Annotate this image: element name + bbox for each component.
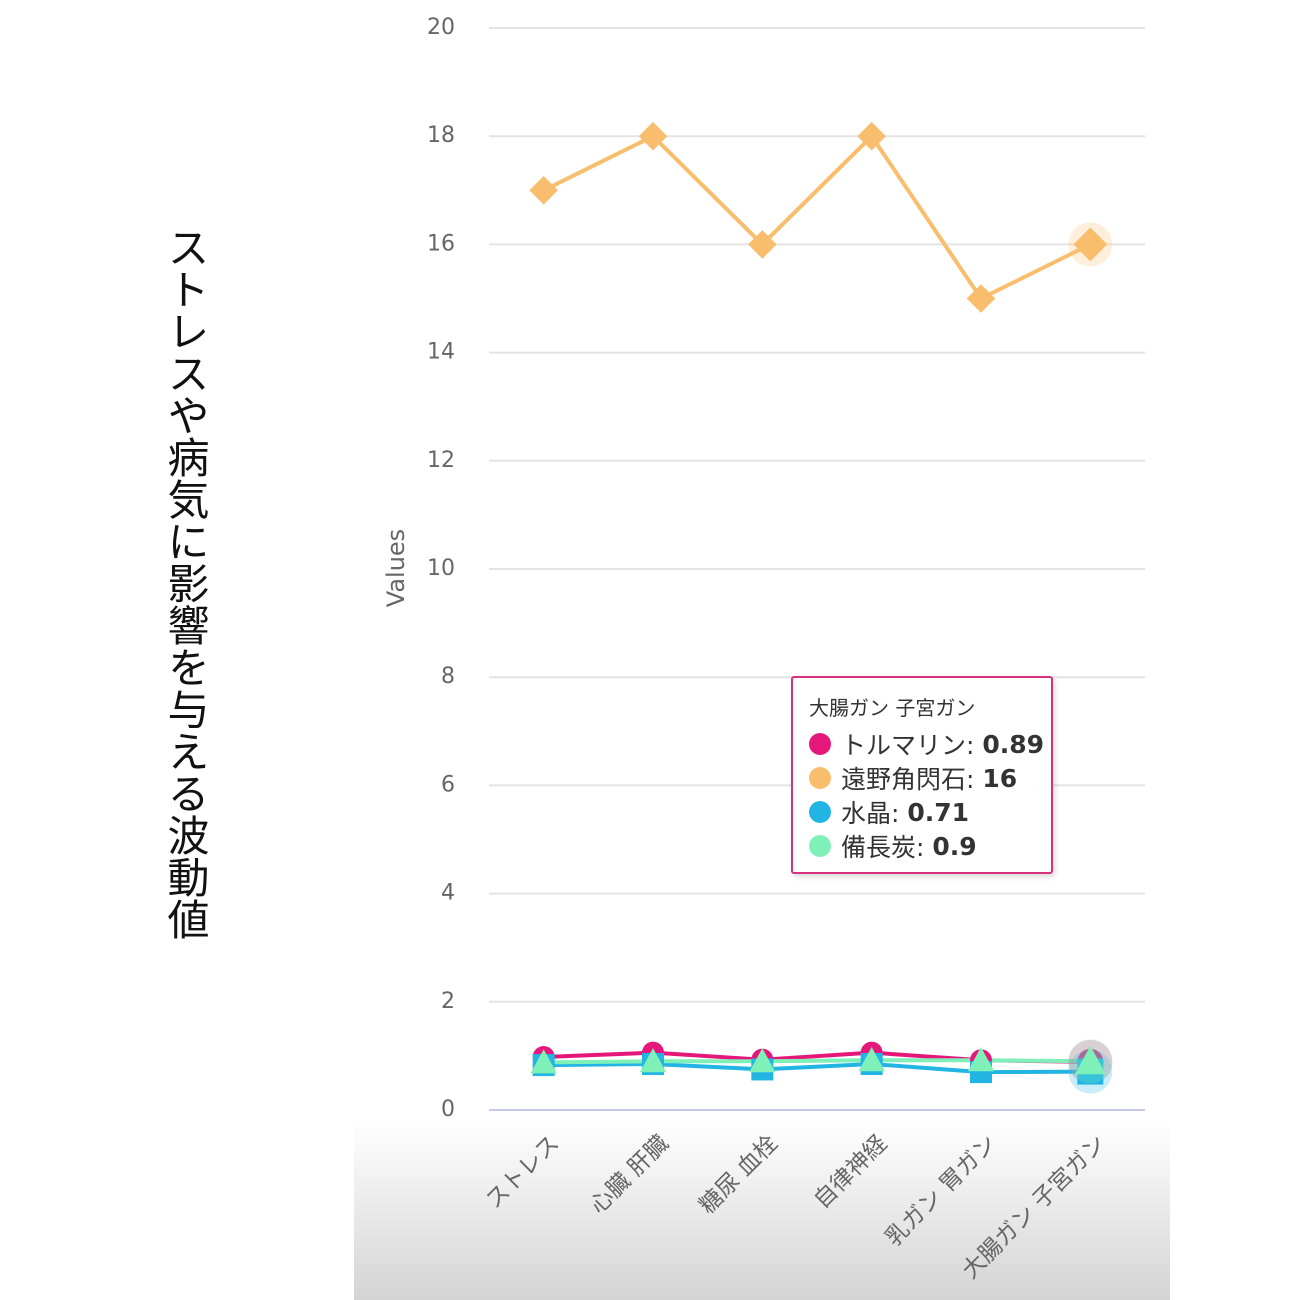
tooltip-value: 0.9 [932, 831, 977, 861]
tooltip-row: トルマリン0.89 [809, 727, 1051, 761]
y-tick-label: 4 [441, 881, 455, 906]
point [529, 176, 558, 205]
point [639, 1048, 667, 1073]
point [749, 1048, 776, 1073]
legend-swatch [809, 835, 831, 857]
point [967, 1047, 995, 1072]
point [858, 1047, 885, 1072]
y-tick-label: 16 [427, 231, 455, 256]
y-tick-label: 20 [427, 15, 455, 40]
legend-label: 遠野角閃石 [841, 760, 982, 796]
tooltip-title: 大腸ガン 子宮ガン [809, 696, 976, 720]
y-axis-label: Values [382, 529, 410, 607]
tooltip-value: 0.71 [907, 797, 970, 827]
point [638, 121, 668, 151]
point [966, 284, 996, 313]
legend-swatch [809, 801, 831, 823]
y-tick-label: 10 [427, 556, 455, 581]
point [1074, 1045, 1106, 1075]
legend-label: トルマリン [841, 726, 982, 762]
tooltip-value: 0.89 [982, 729, 1045, 759]
tooltip-row: 備長炭0.9 [809, 829, 1051, 863]
series-line [542, 134, 1092, 301]
legend-label: 水晶 [841, 794, 907, 830]
tooltip-row: 水晶0.71 [809, 795, 1051, 829]
series-line [543, 1058, 1091, 1065]
y-tick-label: 8 [441, 664, 455, 689]
point [857, 121, 886, 151]
bottom-shade [354, 1120, 1170, 1300]
legend-swatch [809, 767, 831, 789]
y-tick-label: 2 [441, 989, 455, 1014]
legend-swatch [809, 733, 831, 755]
series-line [543, 1062, 1091, 1075]
page-title: ストレスや病気に影響を与える波動値 [161, 226, 210, 940]
point [530, 1049, 557, 1074]
tooltip-row: 遠野角閃石16 [809, 761, 1051, 795]
y-tick-label: 18 [427, 123, 455, 148]
y-tick-label: 6 [441, 772, 455, 797]
y-tick-label: 0 [441, 1097, 455, 1122]
point [748, 230, 777, 259]
y-tick-label: 12 [427, 448, 455, 473]
tooltip-value: 16 [982, 763, 1018, 793]
tooltip: 大腸ガン 子宮ガン トルマリン0.89遠野角閃石16水晶0.71備長炭0.9 [791, 676, 1053, 874]
y-tick-label: 14 [427, 340, 455, 365]
legend-label: 備長炭 [841, 828, 932, 864]
point [1073, 227, 1108, 262]
